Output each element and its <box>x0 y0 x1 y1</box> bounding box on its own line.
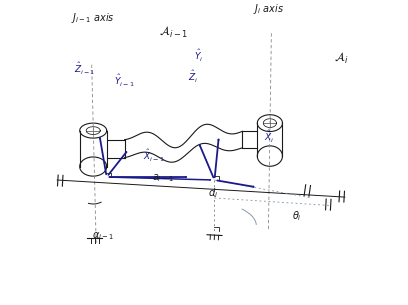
Text: $\hat{X}_i$: $\hat{X}_i$ <box>264 128 274 145</box>
Text: $d_i$: $d_i$ <box>208 186 219 200</box>
Text: $\theta_i$: $\theta_i$ <box>293 209 302 223</box>
Text: $\alpha_{i-1}$: $\alpha_{i-1}$ <box>92 230 114 242</box>
Text: $a_{i-1}$: $a_{i-1}$ <box>152 172 173 184</box>
Text: $\hat{Y}_i$: $\hat{Y}_i$ <box>193 48 203 64</box>
Text: $\hat{Y}_{i-1}$: $\hat{Y}_{i-1}$ <box>114 73 135 89</box>
Text: $\hat{Z}_{i-1}$: $\hat{Z}_{i-1}$ <box>74 61 95 77</box>
Text: $\mathcal{A}_{i-1}$: $\mathcal{A}_{i-1}$ <box>159 25 188 40</box>
Text: $J_{i-1}$ axis: $J_{i-1}$ axis <box>71 11 115 25</box>
Text: $J_i$ axis: $J_i$ axis <box>253 2 284 16</box>
Text: $\mathcal{A}_i$: $\mathcal{A}_i$ <box>334 51 349 66</box>
Text: $\hat{Z}_i$: $\hat{Z}_i$ <box>188 69 198 85</box>
Text: $\hat{X}_{i-1}$: $\hat{X}_{i-1}$ <box>143 148 164 164</box>
